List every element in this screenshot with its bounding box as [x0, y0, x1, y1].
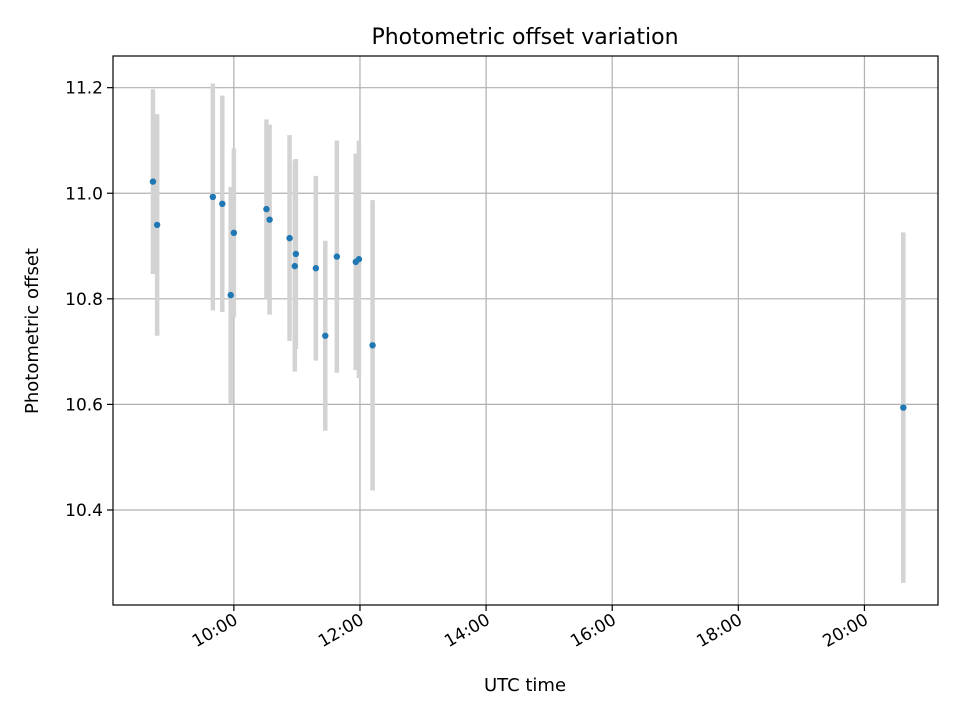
data-point — [266, 216, 273, 223]
y-tick-label: 11.0 — [65, 184, 103, 204]
chart-title: Photometric offset variation — [371, 25, 678, 50]
data-point — [209, 193, 217, 201]
y-tick-label: 11.2 — [65, 79, 103, 99]
data-point — [230, 229, 238, 237]
data-points — [149, 178, 907, 411]
data-point — [333, 253, 341, 260]
data-point — [263, 205, 270, 213]
data-point — [153, 221, 161, 229]
data-point — [312, 265, 320, 272]
data-point — [291, 262, 299, 270]
data-point — [369, 342, 376, 349]
x-axis-label: UTC time — [484, 675, 566, 696]
data-point — [227, 291, 234, 299]
y-axis-label: Photometric offset — [22, 248, 43, 414]
data-point — [219, 200, 226, 208]
plot-frame — [112, 55, 939, 606]
data-point — [900, 404, 907, 411]
y-tick-label: 10.6 — [65, 395, 103, 415]
data-point — [355, 256, 363, 263]
data-point — [286, 234, 293, 242]
data-point — [149, 178, 157, 185]
data-point — [292, 250, 300, 258]
y-tick-label: 10.4 — [65, 501, 103, 521]
y-axis-ticks: 10.4 10.6 10.8 11.0 11.2 — [65, 79, 113, 521]
data-point — [322, 332, 329, 339]
y-tick-label: 10.8 — [65, 290, 103, 310]
